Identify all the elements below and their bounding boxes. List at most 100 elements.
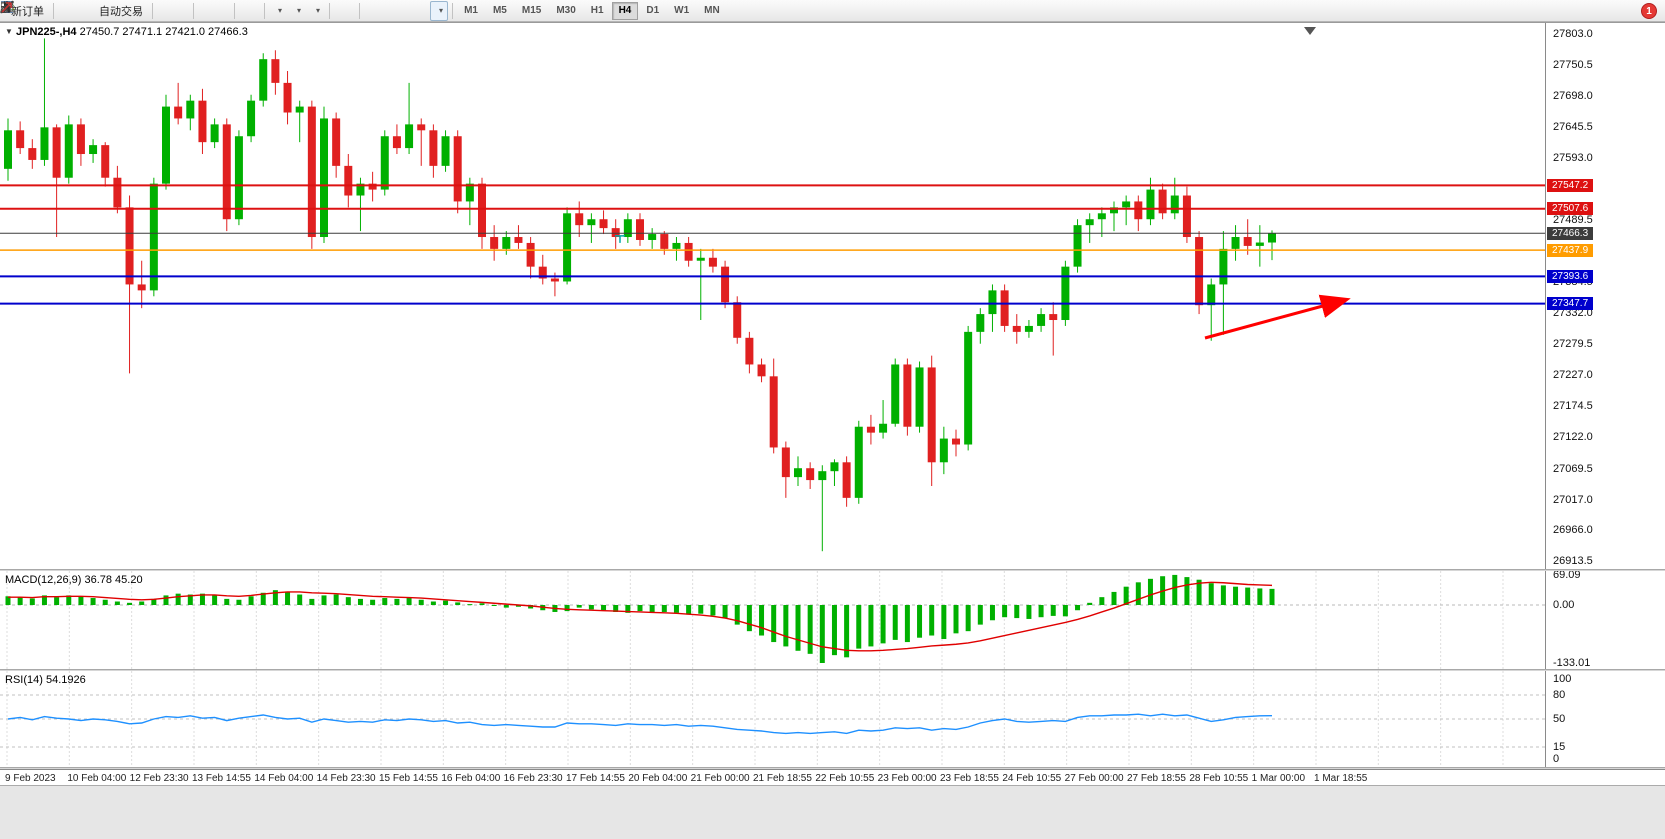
horizontal-line-button[interactable] xyxy=(1,1,385,21)
chart-shift-marker[interactable] xyxy=(1304,27,1316,35)
time-label: 10 Feb 04:00 xyxy=(67,773,127,784)
auto-arrange-button[interactable] xyxy=(1,1,249,21)
timeframe-m15[interactable]: M15 xyxy=(521,5,542,16)
panel-separator[interactable] xyxy=(0,669,1665,671)
annotation-arrow[interactable] xyxy=(1204,294,1351,340)
panel-separator[interactable] xyxy=(0,569,1665,571)
time-label: 14 Feb 23:30 xyxy=(316,773,376,784)
time-label: 24 Feb 10:55 xyxy=(1002,773,1062,784)
rsi-chart xyxy=(0,671,1545,767)
time-label: 1 Mar 18:55 xyxy=(1313,773,1368,784)
price-tick: 27069.5 xyxy=(1553,462,1593,475)
price-tick: 26966.0 xyxy=(1553,523,1593,536)
price-badge-27393.6: 27393.6 xyxy=(1547,269,1594,283)
toolbar: 新订单 自动交易 ▾ ▾ ▾ A ▾ M1 M5 M15 M30 H1 H4 D1 W1 MN xyxy=(0,0,1665,22)
arrows-button[interactable]: ▾ xyxy=(1,0,449,21)
timeframe-d1[interactable]: D1 xyxy=(646,5,660,16)
time-label: 16 Feb 04:00 xyxy=(441,773,501,784)
candlestick-button[interactable] xyxy=(2,1,178,21)
timeframe-h4[interactable]: H4 xyxy=(611,1,639,20)
timeframe-w1[interactable]: W1 xyxy=(674,5,690,16)
candles xyxy=(4,38,1276,552)
line-chart-button[interactable] xyxy=(0,1,189,21)
time-label: 13 Feb 14:55 xyxy=(191,773,251,784)
price-tick: 27017.0 xyxy=(1553,493,1593,506)
bar-chart-button[interactable] xyxy=(1,1,167,21)
price-tick: 27174.5 xyxy=(1553,400,1593,413)
rsi-axis-label: 80 xyxy=(1553,689,1566,701)
text-button[interactable]: A xyxy=(3,1,429,21)
main-chart-panel[interactable]: ▼ JPN225-,H4 27450.7 27471.1 27421.0 274… xyxy=(0,23,1545,569)
price-tick: 27122.0 xyxy=(1553,431,1593,444)
toolbar-separator xyxy=(193,2,194,19)
time-label: 16 Feb 23:30 xyxy=(503,773,563,784)
price-tick: 27803.0 xyxy=(1553,27,1593,40)
time-label: 14 Feb 04:00 xyxy=(254,773,314,784)
chevron-down-icon: ▾ xyxy=(439,6,444,15)
time-label: 23 Feb 00:00 xyxy=(877,773,937,784)
macd-axis-label: 0.00 xyxy=(1553,599,1575,611)
cursor-button[interactable] xyxy=(4,1,344,21)
ohlc-values: 27450.7 27471.1 27421.0 27466.3 xyxy=(79,26,248,38)
notification-badge[interactable]: 1 xyxy=(1641,3,1657,19)
tile-windows-button[interactable] xyxy=(1,1,230,21)
order-level-marker[interactable] xyxy=(615,235,625,243)
chart-title: ▼ JPN225-,H4 27450.7 27471.1 27421.0 274… xyxy=(5,26,248,38)
autotrading-button-label: 自动交易 xyxy=(99,5,143,18)
time-label: 22 Feb 10:55 xyxy=(815,773,875,784)
timeframe-m5[interactable]: M5 xyxy=(492,5,507,16)
toolbar-separator xyxy=(53,2,54,19)
time-label: 27 Feb 18:55 xyxy=(1126,773,1186,784)
time-label: 9 Feb 2023 xyxy=(5,773,56,784)
price-axis[interactable]: 27803.027750.527698.027645.527593.027540… xyxy=(1545,23,1665,769)
price-tick: 27593.0 xyxy=(1553,152,1593,165)
channel-button[interactable] xyxy=(0,1,407,21)
chevron-down-icon: ▾ xyxy=(316,6,321,15)
refresh-button[interactable] xyxy=(1,1,90,21)
rsi-axis-label: 15 xyxy=(1553,741,1566,753)
timeframe-h1[interactable]: H1 xyxy=(590,5,604,16)
toolbar-separator xyxy=(359,2,361,19)
price-badge-27466.3: 27466.3 xyxy=(1547,226,1594,240)
price-badge-27507.6: 27507.6 xyxy=(1547,202,1594,216)
cascade-windows-button[interactable] xyxy=(1,1,260,21)
trendline-button[interactable] xyxy=(0,0,396,21)
timeframe-mn[interactable]: MN xyxy=(704,5,720,16)
rsi-panel[interactable]: RSI(14) 54.1926 xyxy=(0,671,1545,767)
collapse-arrow-icon[interactable]: ▼ xyxy=(5,27,13,36)
macd-panel[interactable]: MACD(12,26,9) 36.78 45.20 xyxy=(0,571,1545,669)
time-axis[interactable]: 9 Feb 2023 10 Feb 04:00 12 Feb 23:30 13 Feb… xyxy=(0,769,1665,786)
toolbar-separator xyxy=(152,2,153,19)
panel-separator[interactable] xyxy=(0,767,1665,769)
chart-window: ▼ JPN225-,H4 27450.7 27471.1 27421.0 274… xyxy=(0,22,1665,786)
profiles-button[interactable] xyxy=(1,1,79,21)
periods-button[interactable]: ▾ xyxy=(1,1,306,21)
timeframe-m30[interactable]: M30 xyxy=(556,5,576,16)
timeframe-m1[interactable]: M1 xyxy=(464,5,478,16)
macd-histogram xyxy=(5,574,1275,663)
time-label: 17 Feb 14:55 xyxy=(565,773,625,784)
time-label: 1 Mar 00:00 xyxy=(1251,773,1306,784)
indicators-button[interactable]: ▾ xyxy=(0,1,287,21)
autotrading-button[interactable]: 自动交易 xyxy=(1,1,148,21)
new-chart-button[interactable] xyxy=(1,1,68,21)
price-tick: 27279.5 xyxy=(1553,338,1593,351)
time-label: 23 Feb 18:55 xyxy=(939,773,999,784)
crosshair-button[interactable] xyxy=(1,1,355,21)
templates-button[interactable]: ▾ xyxy=(1,1,325,21)
bottom-area xyxy=(0,785,1665,839)
price-tick: 27227.0 xyxy=(1553,369,1593,382)
chevron-down-icon: ▾ xyxy=(278,6,283,15)
rsi-axis-label: 50 xyxy=(1553,713,1566,725)
zoom-out-button[interactable] xyxy=(1,1,219,21)
new-order-button-label: 新订单 xyxy=(11,5,44,18)
fibonacci-button[interactable] xyxy=(1,1,418,21)
price-badge-27437.9: 27437.9 xyxy=(1547,243,1594,257)
zoom-in-button[interactable] xyxy=(1,1,208,21)
macd-label: MACD(12,26,9) 36.78 45.20 xyxy=(5,574,143,586)
vertical-line-button[interactable] xyxy=(6,1,374,21)
toolbar-separator xyxy=(329,2,331,19)
time-label: 21 Feb 18:55 xyxy=(752,773,812,784)
time-label: 28 Feb 10:55 xyxy=(1189,773,1249,784)
toolbar-separator xyxy=(264,2,265,19)
